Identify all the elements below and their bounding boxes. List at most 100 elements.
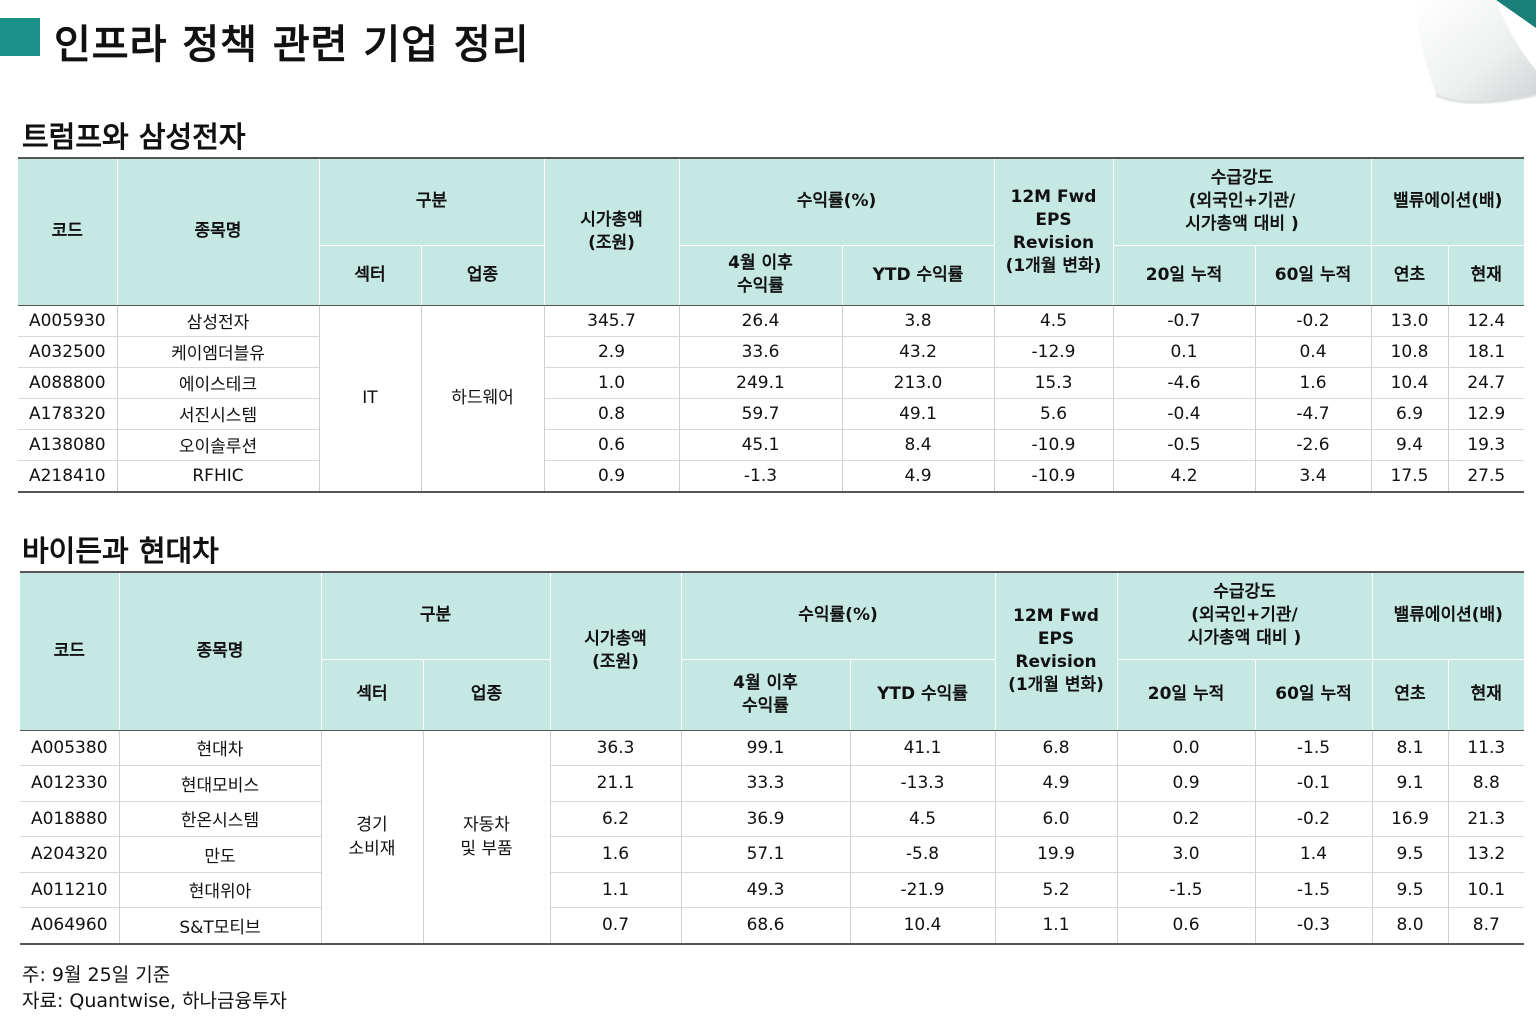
cell-mktcap: 6.2 <box>549 801 682 837</box>
cell-eps: -12.9 <box>993 336 1114 368</box>
cell-mktcap: 0.9 <box>543 460 680 493</box>
cell-code: A012330 <box>20 765 120 802</box>
header-name: 종목명 <box>118 571 322 731</box>
table-row: A178320 서진시스템 0.8 59.7 49.1 5.6 -0.4 -4.… <box>18 398 1525 430</box>
cell-ret-ytd: 4.9 <box>841 460 995 493</box>
header-val-now: 현재 <box>1447 659 1525 731</box>
cell-flow60: 0.4 <box>1254 336 1372 368</box>
cell-val-now: 12.9 <box>1447 398 1525 430</box>
header-code: 코드 <box>20 571 120 731</box>
header-return-since-april: 4월 이후 수익률 <box>680 659 851 731</box>
cell-name: 현대모비스 <box>118 765 322 802</box>
header-flow: 수급강도 (외국인+기관/시가총액 대비 ) <box>1116 571 1373 660</box>
page-title: 인프라 정책 관련 기업 정리 <box>54 22 530 68</box>
cell-val-now: 8.7 <box>1447 907 1525 945</box>
title-accent-bar <box>0 18 40 56</box>
cell-flow20: 0.6 <box>1116 907 1256 945</box>
cell-flow60: -0.2 <box>1254 801 1373 837</box>
cell-ret-apr: 59.7 <box>678 398 843 430</box>
cell-val-now: 11.3 <box>1447 730 1525 766</box>
cell-val-now: 21.3 <box>1447 801 1525 837</box>
cell-eps: 15.3 <box>993 367 1114 399</box>
cell-name: RFHIC <box>116 460 320 493</box>
table-row: A088800 에이스테크 1.0 249.1 213.0 15.3 -4.6 … <box>18 367 1525 399</box>
cell-flow60: -1.5 <box>1254 730 1373 766</box>
cell-flow20: 0.1 <box>1112 336 1256 368</box>
cell-code: A178320 <box>18 398 118 430</box>
cell-code: A011210 <box>20 872 120 908</box>
cell-val-begin: 13.0 <box>1370 305 1449 337</box>
table-row: A005930 삼성전자 IT 하드웨어 345.7 26.4 3.8 4.5 … <box>18 305 1525 493</box>
cell-name: 케이엠더블유 <box>116 336 320 368</box>
header-eps-revision: 12M Fwd EPS Revision (1개월 변화) <box>993 157 1114 306</box>
header-flow-20d: 20일 누적 <box>1116 659 1256 731</box>
cell-flow20: -0.5 <box>1112 429 1256 461</box>
cell-ret-ytd: 49.1 <box>841 398 995 430</box>
cell-industry: 자동차 및 부품 <box>422 730 551 945</box>
cell-val-begin: 16.9 <box>1371 801 1449 837</box>
table-row: A138080 오이솔루션 0.6 45.1 8.4 -10.9 -0.5 -2… <box>18 429 1525 461</box>
cell-name: 에이스테크 <box>116 367 320 399</box>
cell-eps: 6.8 <box>994 730 1118 766</box>
cell-flow60: -0.1 <box>1254 765 1373 802</box>
cell-val-begin: 10.4 <box>1370 367 1449 399</box>
cell-ret-ytd: 41.1 <box>849 730 996 766</box>
cell-ret-ytd: -13.3 <box>849 765 996 802</box>
table-row: A064960 S&T모티브 0.7 68.6 10.4 1.1 0.6 -0.… <box>20 907 1525 945</box>
cell-val-begin: 10.8 <box>1370 336 1449 368</box>
cell-flow20: -1.5 <box>1116 872 1256 908</box>
header-val-begin: 연초 <box>1370 245 1449 306</box>
cell-val-now: 18.1 <box>1447 336 1525 368</box>
cell-name: 한온시스템 <box>118 801 322 837</box>
cell-eps: -10.9 <box>993 460 1114 493</box>
cell-name: S&T모티브 <box>118 907 322 945</box>
cell-ret-apr: 33.3 <box>680 765 851 802</box>
cell-val-now: 27.5 <box>1447 460 1525 493</box>
cell-ret-ytd: 213.0 <box>841 367 995 399</box>
cell-code: A018880 <box>20 801 120 837</box>
cell-val-begin: 9.5 <box>1371 872 1449 908</box>
footnote-date: 주: 9월 25일 기준 <box>22 964 171 986</box>
header-valuation: 밸류에이션(배) <box>1371 571 1525 660</box>
cell-ret-ytd: -21.9 <box>849 872 996 908</box>
cell-eps: 1.1 <box>994 907 1118 945</box>
cell-val-now: 19.3 <box>1447 429 1525 461</box>
cell-flow20: -0.7 <box>1112 305 1256 337</box>
cell-flow60: -4.7 <box>1254 398 1372 430</box>
cell-flow60: -0.3 <box>1254 907 1373 945</box>
cell-ret-apr: 57.1 <box>680 836 851 873</box>
cell-mktcap: 36.3 <box>549 730 682 766</box>
cell-val-now: 10.1 <box>1447 872 1525 908</box>
cell-ret-ytd: 10.4 <box>849 907 996 945</box>
cell-ret-apr: 45.1 <box>678 429 843 461</box>
cell-mktcap: 0.8 <box>543 398 680 430</box>
cell-flow60: -0.2 <box>1254 305 1372 337</box>
header-returns: 수익률(%) <box>680 571 996 660</box>
cell-ret-apr: 99.1 <box>680 730 851 766</box>
cell-val-now: 13.2 <box>1447 836 1525 873</box>
header-return-ytd: YTD 수익률 <box>849 659 996 731</box>
cell-mktcap: 0.6 <box>543 429 680 461</box>
header-flow-60d: 60일 누적 <box>1254 245 1372 306</box>
header-valuation: 밸류에이션(배) <box>1370 157 1525 246</box>
cell-val-begin: 6.9 <box>1370 398 1449 430</box>
cell-eps: 5.6 <box>993 398 1114 430</box>
hyundai-table: 코드 종목명 구분 시가총액 (조원) 수익률(%) 12M Fwd EPS Revi… <box>20 571 1525 945</box>
header-val-now: 현재 <box>1447 245 1525 306</box>
table-row: A018880 한온시스템 6.2 36.9 4.5 6.0 0.2 -0.2 … <box>20 801 1525 837</box>
cell-flow60: 3.4 <box>1254 460 1372 493</box>
cell-flow20: 0.2 <box>1116 801 1256 837</box>
cell-ret-ytd: 4.5 <box>849 801 996 837</box>
cell-mktcap: 1.0 <box>543 367 680 399</box>
cell-code: A064960 <box>20 907 120 945</box>
cell-name: 삼성전자 <box>116 305 320 337</box>
cell-ret-apr: 36.9 <box>680 801 851 837</box>
cell-val-begin: 9.5 <box>1371 836 1449 873</box>
samsung-table: 코드 종목명 구분 시가총액 (조원) 수익률(%) 12M Fwd EPS Revi… <box>18 157 1525 493</box>
header-eps-revision: 12M Fwd EPS Revision (1개월 변화) <box>994 571 1118 731</box>
cell-flow20: -0.4 <box>1112 398 1256 430</box>
header-val-begin: 연초 <box>1371 659 1449 731</box>
cell-mktcap: 345.7 <box>543 305 680 337</box>
cell-val-now: 12.4 <box>1447 305 1525 337</box>
cell-ret-apr: 33.6 <box>678 336 843 368</box>
